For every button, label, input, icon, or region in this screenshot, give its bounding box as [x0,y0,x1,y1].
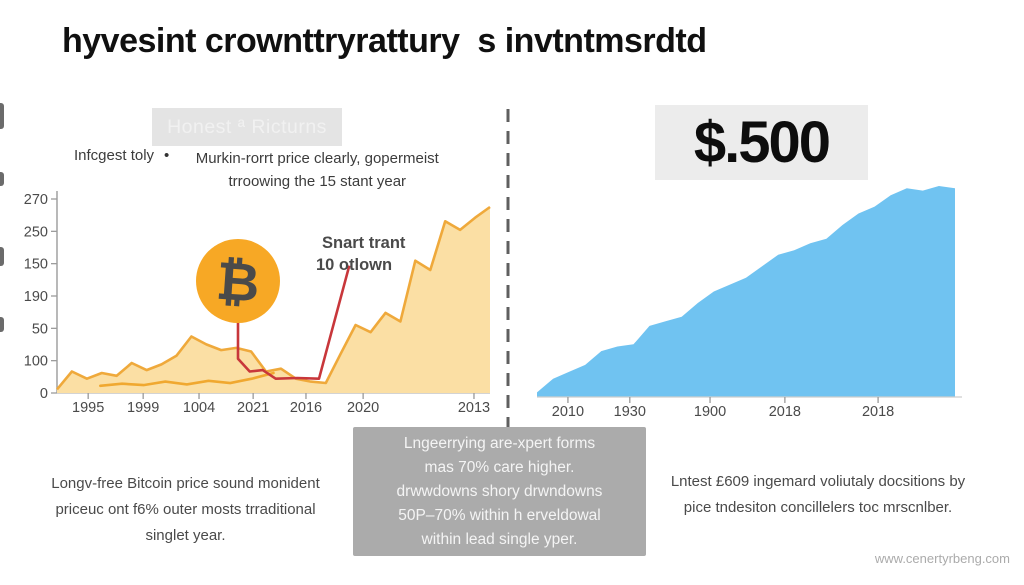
right-footnote: Lntest £609 ingemard voliutaly docsition… [670,473,966,516]
price-area-series [57,207,490,393]
dashed-divider [506,109,510,433]
watermark: www.cenertyrbeng.com [874,551,1010,566]
bitcoin-coin-icon: ₿ [196,239,280,323]
svg-text:2018: 2018 [862,404,894,420]
svg-text:190: 190 [24,289,48,305]
left-subtitle-row: Infcgest toly • Murkin-rorrt price clear… [74,147,455,193]
lead-label: Infcgest toly [74,147,155,164]
x-axis-ticks [567,397,879,403]
svg-text:2021: 2021 [237,400,269,416]
svg-text:0: 0 [40,386,48,402]
growth-chart: 2010 1930 1900 2018 2018 [537,186,962,420]
y-axis-labels: 270 250 150 190 50 100 0 [24,192,48,402]
svg-text:2013: 2013 [458,400,490,416]
svg-text:270: 270 [24,192,48,208]
svg-text:1900: 1900 [694,404,726,420]
secondary-line-series [99,371,275,388]
bitcoin-b-glyph: ₿ [214,252,261,314]
x-axis-labels: 2010 1930 1900 2018 2018 [552,404,894,420]
svg-text:250: 250 [24,224,48,240]
svg-text:2018: 2018 [769,404,801,420]
svg-text:100: 100 [24,354,48,370]
growth-area-series [537,186,955,397]
x-axis-labels: 1995 1999 1004 2021 2016 2020 2013 [72,400,490,416]
honest-returns-header-box: Honest ª Ricturns [152,108,342,146]
left-edge-artifact [0,317,4,332]
svg-text:2016: 2016 [290,400,322,416]
price-area-outline [56,205,491,391]
red-trend-line [236,265,351,380]
annotation-line2: 10 otlown [316,256,392,274]
svg-text:1995: 1995 [72,400,104,416]
x-axis-ticks [87,393,475,399]
svg-text:2010: 2010 [552,404,584,420]
y-axis-ticks [51,198,57,394]
bitcoin-price-chart: 270 250 150 190 50 100 0 ₿ Snart trant 10 otlo… [24,191,491,416]
svg-text:2020: 2020 [347,400,379,416]
drawdown-info-box: Lngeerrying are-xpert forms mas 70% care… [353,427,646,556]
left-edge-artifact [0,247,4,266]
bullet-dot-icon: • [164,147,170,164]
price-value-box: $.500 [655,105,868,180]
left-subtitle-text: Murkin-rorrt price clearly, gopermeist t… [195,150,439,190]
svg-text:1930: 1930 [614,404,646,420]
left-edge-artifact [0,103,4,129]
annotation-line1: Snart trant [322,234,406,252]
page-title: hyvesint crownttryrattury s invtntmsrdtd [62,22,707,60]
svg-text:50: 50 [32,321,48,337]
svg-text:150: 150 [24,257,48,273]
svg-text:1999: 1999 [127,400,159,416]
svg-text:1004: 1004 [183,400,215,416]
left-footnote: Longv-free Bitcoin price sound monident … [51,475,320,544]
left-edge-artifact [0,172,4,186]
